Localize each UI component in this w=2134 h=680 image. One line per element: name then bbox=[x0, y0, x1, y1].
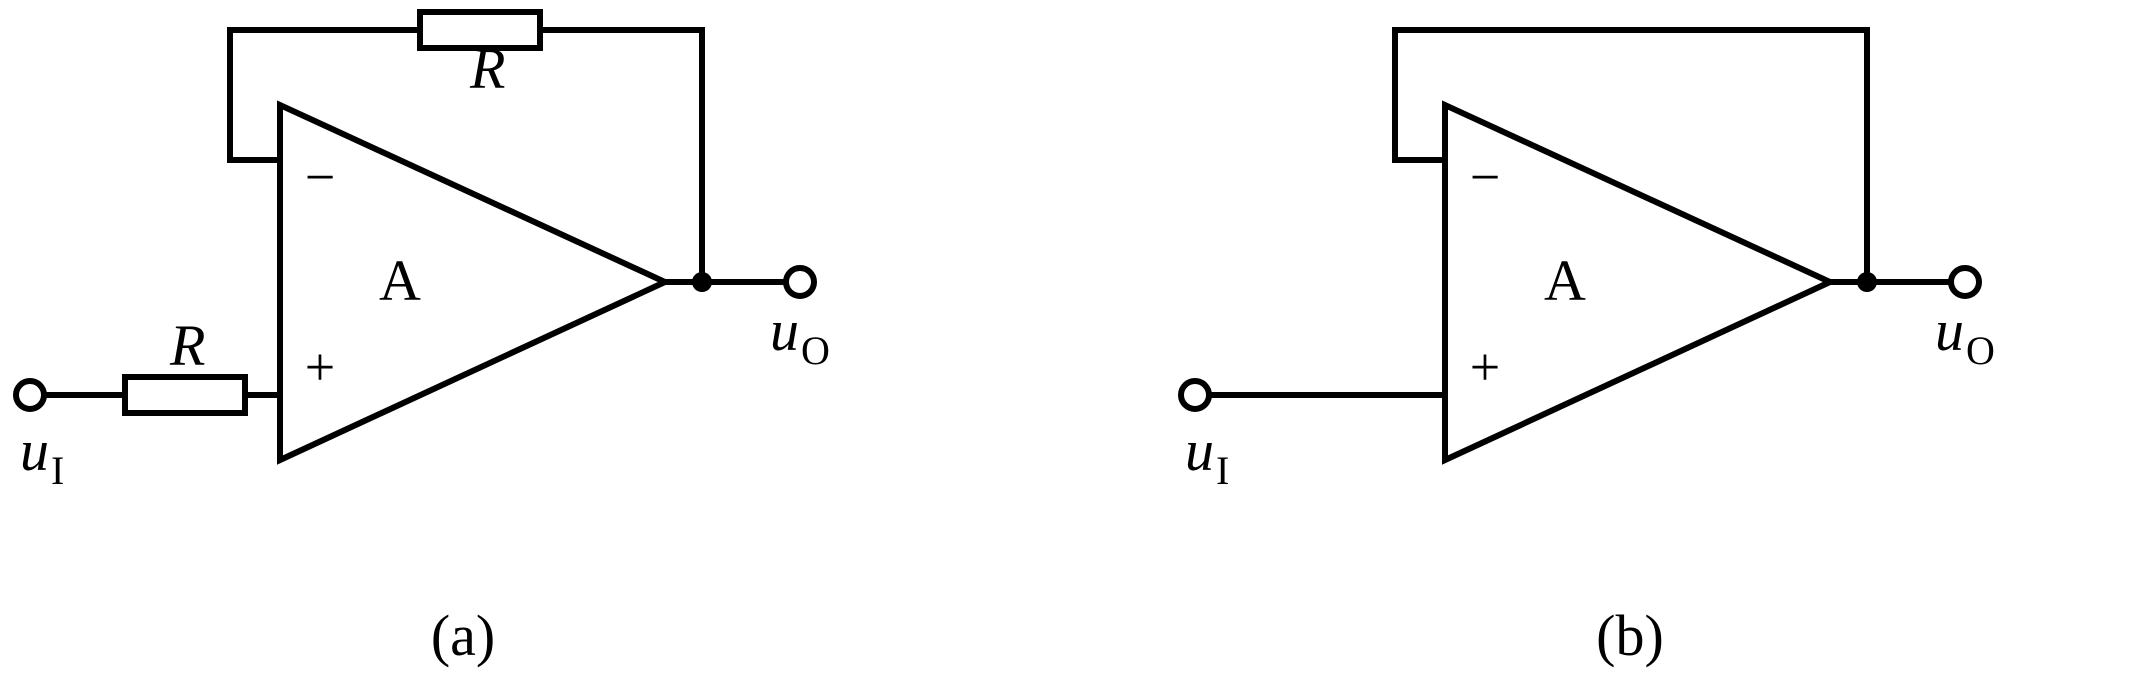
caption-a: (a) bbox=[431, 603, 495, 668]
output-label: uO bbox=[770, 298, 830, 373]
opamp-label: A bbox=[379, 248, 421, 313]
diagram-root: A−+RuORuI(a)A−+uOuI(b) bbox=[0, 0, 2134, 680]
opamp-triangle bbox=[1445, 105, 1830, 460]
circuit-b: A− + uO uI (b) bbox=[1181, 30, 1995, 668]
output-label: uO bbox=[1935, 298, 1995, 373]
circuit-a: A− + RuO RuI (a) bbox=[16, 12, 830, 668]
opamp-minus: − bbox=[1470, 147, 1500, 207]
opamp-label: A bbox=[1544, 248, 1586, 313]
opamp-plus: + bbox=[1470, 337, 1500, 397]
input-resistor-label: R bbox=[169, 313, 205, 378]
circuits-svg: A−+RuORuI(a)A−+uOuI(b) bbox=[0, 0, 2134, 680]
opamp-plus: + bbox=[305, 337, 335, 397]
input-label: uI bbox=[20, 418, 64, 493]
feedback-resistor-label: R bbox=[469, 36, 505, 101]
opamp-minus: − bbox=[305, 147, 335, 207]
caption-b: (b) bbox=[1596, 603, 1664, 668]
opamp-triangle bbox=[280, 105, 665, 460]
input-label: uI bbox=[1185, 418, 1229, 493]
